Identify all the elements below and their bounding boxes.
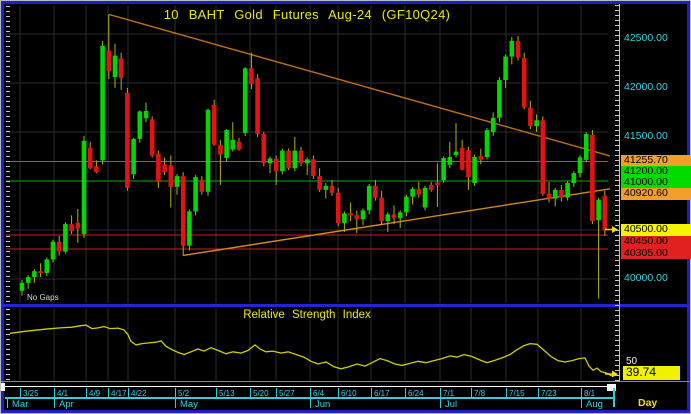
date-tick: [506, 388, 507, 397]
date-tick-label: 8/1: [584, 388, 596, 398]
date-tick-label: 5/27: [279, 388, 295, 398]
rsi-bottom-divider: [1, 381, 691, 382]
date-tick-label: 7/1: [443, 388, 455, 398]
right-axis-ticks: [614, 5, 619, 381]
price-axis-label: 40500.00: [621, 223, 691, 236]
price-axis-label: 40000.00: [624, 272, 668, 284]
date-tick-label: 5/13: [219, 388, 235, 398]
scrollbar-thumb[interactable]: [607, 383, 616, 391]
rsi-level-label: 50: [626, 356, 638, 367]
date-tick: [338, 388, 339, 397]
date-tick-label: 6/17: [374, 388, 390, 398]
date-tick: [371, 388, 372, 397]
rsi-value-badge: 39.74: [623, 365, 680, 380]
date-tick-label: 4/1: [57, 388, 69, 398]
price-axis-label: 41255.70: [621, 154, 691, 167]
price-axis-label: 41000.00: [621, 176, 691, 189]
month-label: May: [180, 398, 198, 410]
scrollbar-track[interactable]: [5, 386, 608, 387]
date-axis-rule: [5, 397, 614, 399]
date-tick: [216, 388, 217, 397]
date-tick-label: 6/10: [341, 388, 357, 398]
date-tick-label: 6/24: [408, 388, 424, 398]
month-label: Mar: [12, 398, 29, 410]
month-label: Aug: [586, 398, 603, 410]
date-tick-label: 7/15: [509, 388, 525, 398]
pane-divider: [1, 304, 690, 307]
date-tick: [128, 388, 129, 397]
period-label: Day: [638, 397, 658, 409]
date-tick-label: 7/8: [474, 388, 486, 398]
date-tick: [175, 388, 176, 397]
month-separator: [175, 397, 177, 408]
price-axis-label: 40305.00: [621, 247, 691, 259]
date-tick: [310, 388, 311, 397]
date-tick: [108, 388, 109, 397]
left-price-ticks: [6, 6, 10, 303]
date-tick: [405, 388, 406, 397]
price-axis-line: [619, 4, 620, 382]
date-tick-label: 7/23: [541, 388, 557, 398]
price-axis-label: 42500.00: [624, 32, 668, 44]
rsi-title: Relative Strength Index: [243, 309, 371, 321]
month-label: Apr: [59, 398, 74, 410]
date-tick-label: 6/4: [313, 388, 325, 398]
date-tick: [250, 388, 251, 397]
price-axis-label: 40450.00: [621, 235, 691, 248]
price-axis-label: 41200.00: [621, 165, 691, 178]
month-separator: [54, 397, 56, 408]
month-separator: [310, 397, 312, 408]
date-tick-label: 4/22: [131, 388, 147, 398]
date-tick: [54, 388, 55, 397]
no-gaps-label: No Gaps: [27, 293, 59, 302]
date-tick: [471, 388, 472, 397]
date-tick: [538, 388, 539, 397]
date-tick-label: 4/9: [89, 388, 101, 398]
date-tick-label: 5/20: [253, 388, 269, 398]
month-separator: [440, 397, 442, 408]
scrollbar-left-cap[interactable]: [1, 383, 5, 391]
date-axis-endcap: [613, 388, 615, 407]
month-label: Jun: [315, 398, 331, 410]
date-tick: [20, 388, 21, 397]
date-tick-label: 3/25: [23, 388, 39, 398]
chart-title: 10 BAHT Gold Futures Aug-24 (GF10Q24): [163, 7, 451, 22]
month-label: Jul: [445, 398, 458, 410]
date-tick: [440, 388, 441, 397]
date-tick: [581, 388, 582, 397]
date-tick-label: 5/2: [178, 388, 190, 398]
date-tick-label: 4/17: [111, 388, 127, 398]
date-tick: [86, 388, 87, 397]
date-tick: [276, 388, 277, 397]
month-separator: [7, 397, 9, 408]
price-axis-label: 42000.00: [624, 81, 668, 93]
price-axis-label: 40920.60: [621, 187, 691, 200]
month-separator: [581, 397, 583, 408]
left-rsi-ticks: [6, 309, 10, 380]
price-axis-label: 41500.00: [624, 130, 668, 142]
